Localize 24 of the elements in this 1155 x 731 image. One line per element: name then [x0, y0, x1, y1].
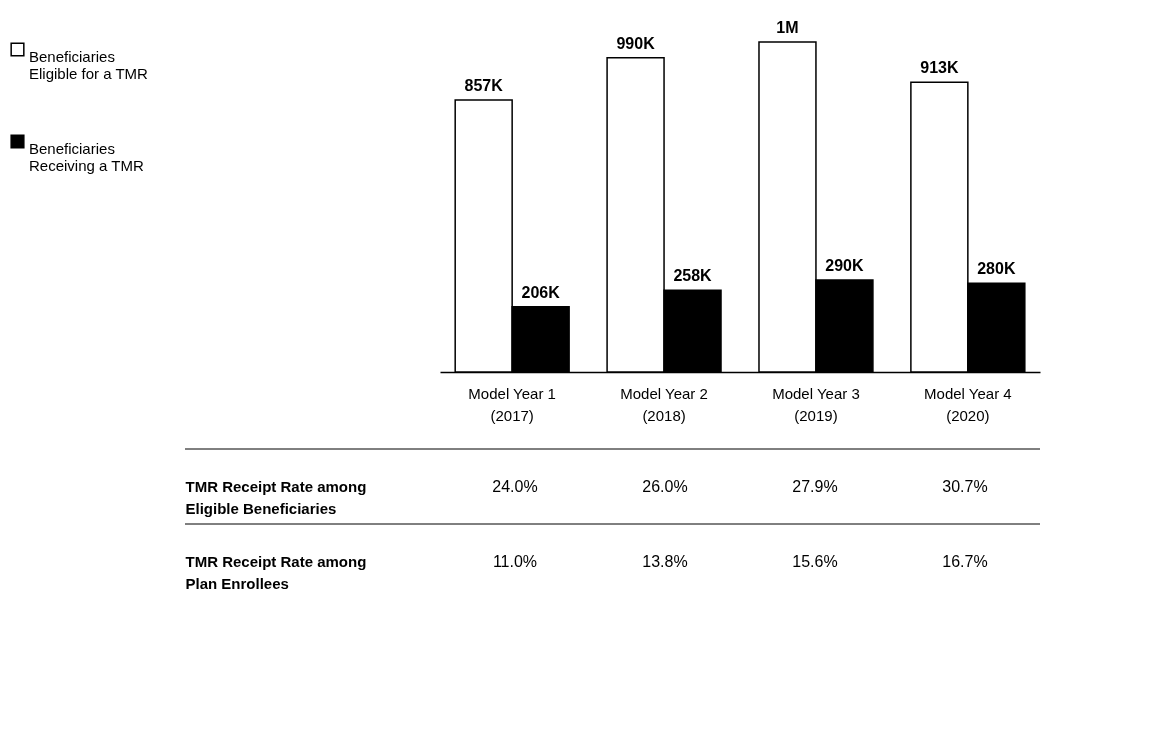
- text: 13.8%: [642, 552, 688, 570]
- text: 15.6%: [792, 552, 838, 570]
- text: 16.7%: [942, 552, 988, 570]
- text: TMR Receipt Rate among Eligible Beneficiaries: [185, 477, 367, 517]
- data-label: 280K: [977, 260, 1016, 278]
- data-label: 1M: [776, 19, 799, 36]
- data-label: 857K: [464, 77, 504, 95]
- x-tick-label: Model Year 3 (2019): [772, 384, 860, 424]
- data-label: 913K: [920, 59, 959, 77]
- text: 26.0%: [642, 477, 688, 495]
- data-label: 990K: [616, 34, 656, 52]
- legend-label: Beneficiaries Eligible for a TMR: [29, 47, 149, 82]
- x-tick-label: Model Year 4 (2020): [924, 384, 1012, 424]
- data-label: 290K: [825, 256, 864, 274]
- text: TMR Receipt Rate among Plan Enrollees: [185, 552, 367, 592]
- text: 11.0%: [492, 552, 538, 570]
- x-tick-label: Model Year 2 (2018): [620, 384, 708, 424]
- data-label: 258K: [673, 267, 713, 285]
- text: 24.0%: [492, 477, 538, 495]
- text: 27.9%: [792, 477, 838, 495]
- legend-label: Beneficiaries Receiving a TMR: [29, 139, 144, 174]
- x-tick-label: Model Year 1 (2017): [468, 384, 556, 424]
- text: 30.7%: [942, 477, 988, 495]
- data-label: 206K: [521, 283, 561, 301]
